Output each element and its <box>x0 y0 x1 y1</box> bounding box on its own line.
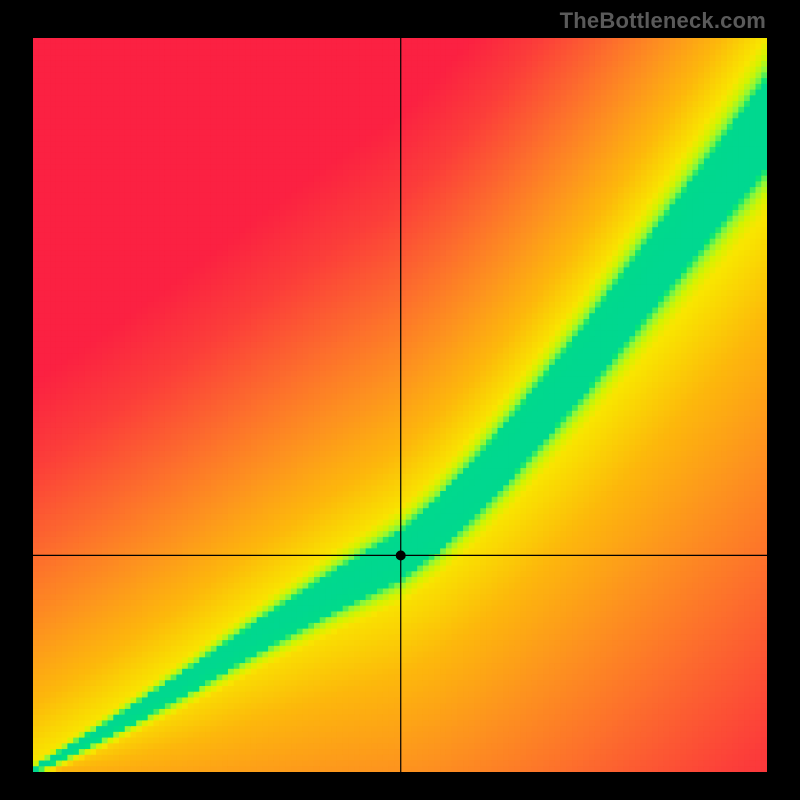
bottleneck-heatmap <box>33 38 767 772</box>
chart-container: TheBottleneck.com <box>0 0 800 800</box>
watermark-text: TheBottleneck.com <box>560 8 766 34</box>
